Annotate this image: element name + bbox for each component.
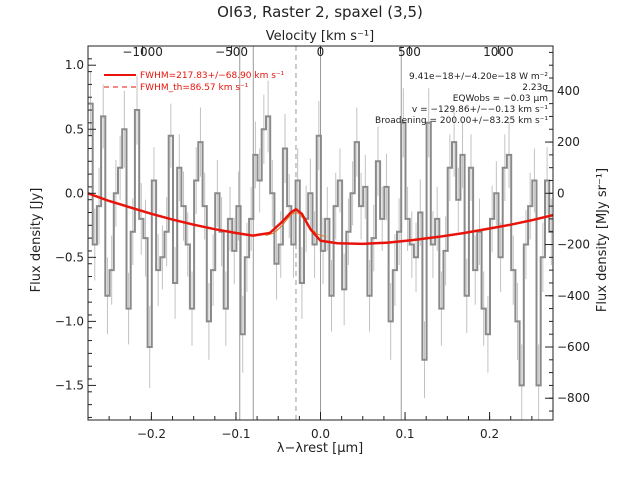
- annotation-broadening: Broadening = 200.00+/−83.25 km s⁻¹: [375, 116, 548, 126]
- annotation-flux: 9.41e−18+/−4.20e−18 W m⁻²: [409, 72, 548, 82]
- y2-tick-label: −600: [557, 340, 590, 354]
- y2-tick-label: −200: [557, 238, 590, 252]
- y-axis-label: Flux density [Jy]: [29, 188, 44, 293]
- x-tick-label: 0.1: [395, 427, 414, 441]
- legend-fit-label: FWHM=217.83+/−68.90 km s⁻¹: [140, 71, 285, 81]
- y2-tick-label: 0: [557, 186, 565, 200]
- fit-series: [87, 192, 554, 246]
- y2-tick-label: −800: [557, 391, 590, 405]
- y-tick-label: 0.5: [65, 122, 84, 136]
- y2-tick-label: −400: [557, 289, 590, 303]
- data-series: [88, 102, 553, 387]
- annotation-velocity: v = −129.86+/−−0.13 km s⁻¹: [412, 105, 548, 115]
- annotation-sigma: 2.23σ: [522, 83, 548, 93]
- y-tick-label: −1.0: [55, 314, 84, 328]
- top-tick-label: −500: [215, 45, 248, 59]
- y2-tick-label: 400: [557, 84, 580, 98]
- top-tick-label: −1000: [122, 45, 163, 59]
- legend-theory-label: FWHM_th=86.57 km s⁻¹: [140, 83, 249, 93]
- x-tick-label: −0.2: [137, 427, 166, 441]
- annotation-eqw: EQWobs = −0.03 μm: [453, 94, 548, 104]
- y2-axis-label: Flux density [MJy sr⁻¹]: [595, 168, 610, 312]
- fit-line: [87, 192, 554, 246]
- x-tick-label: 0.2: [480, 427, 499, 441]
- axes: −0.2 −0.1 0.0 0.1 0.2 −1.5 −1.0 −0.5 0.0 0.5 1.0 −8…: [55, 45, 590, 441]
- x-axis-label: λ−λrest [μm]: [277, 441, 363, 456]
- fit-annotations: 9.41e−18+/−4.20e−18 W m⁻² 2.23σ EQWobs =…: [375, 72, 548, 126]
- y-tick-label: 1.0: [65, 58, 84, 72]
- top-axis-label: Velocity [km s⁻¹]: [266, 29, 374, 44]
- y-tick-label: −0.5: [55, 250, 84, 264]
- top-tick-label: 1000: [483, 45, 514, 59]
- x-tick-label: −0.1: [221, 427, 250, 441]
- data-step-line: [88, 102, 553, 387]
- top-tick-label: 0: [317, 45, 325, 59]
- legend: FWHM=217.83+/−68.90 km s⁻¹ FWHM_th=86.57…: [104, 71, 285, 93]
- x-tick-label: 0.0: [311, 427, 330, 441]
- y2-tick-label: 200: [557, 135, 580, 149]
- y-tick-label: 0.0: [65, 186, 84, 200]
- chart-title: OI63, Raster 2, spaxel (3,5): [217, 3, 423, 21]
- y-tick-label: −1.5: [55, 378, 84, 392]
- top-tick-label: 500: [398, 45, 421, 59]
